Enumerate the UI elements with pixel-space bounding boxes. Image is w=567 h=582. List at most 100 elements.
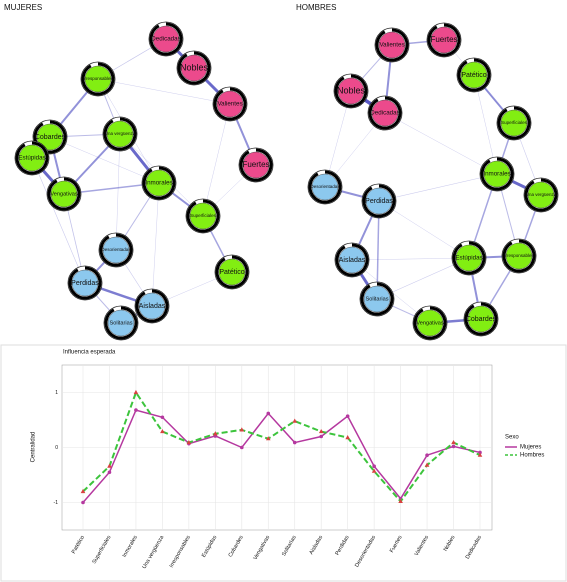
series-point	[292, 418, 298, 423]
node-arc	[239, 148, 273, 182]
node-arc	[215, 255, 249, 289]
series-line	[82, 390, 481, 503]
series-point	[478, 450, 482, 455]
node-label: Una vergüenza	[105, 131, 136, 136]
node-fill	[102, 236, 130, 264]
node-label: Solitarias	[109, 320, 132, 326]
node-label: Irresponsables	[504, 253, 534, 258]
node-fill	[36, 123, 64, 151]
x-tick-label: Estúpidas	[201, 535, 218, 559]
series-point	[81, 500, 85, 505]
network-node: Nobles	[176, 50, 212, 86]
legend-label: Hombres	[520, 453, 544, 459]
node-fill	[242, 151, 270, 179]
series-point	[345, 435, 350, 440]
network-node: Irresponsables	[80, 61, 116, 97]
node-fill	[189, 202, 217, 230]
network-node: Cobardes	[463, 301, 499, 337]
network-node: Perdidas	[361, 183, 397, 219]
node-label: Valientes	[217, 101, 242, 108]
series-point	[398, 498, 403, 503]
node-label: Estúpidas	[18, 155, 45, 162]
network-node: Aisladas	[334, 242, 370, 278]
series-point	[240, 445, 244, 450]
x-tick-label: Aisladas	[309, 535, 325, 556]
node-arc	[177, 51, 211, 85]
node-label: Irresponsables	[83, 76, 113, 81]
series-point	[186, 439, 192, 445]
node-label: Patético	[219, 269, 244, 276]
network-edge	[202, 103, 231, 217]
x-tick-label: Valientes	[414, 535, 430, 557]
series-point	[107, 463, 112, 468]
network-edge	[49, 136, 160, 184]
node-fill	[371, 99, 399, 127]
node-arc	[104, 306, 138, 340]
node-label: Dedicadas	[370, 110, 399, 117]
network-node: Aisladas	[134, 288, 170, 324]
y-tick-label: 1	[55, 390, 58, 396]
node-fill	[467, 305, 495, 333]
legend-label: Mujeres	[520, 445, 541, 451]
node-label: Perdidas	[71, 280, 99, 287]
node-label: Vengativas	[50, 191, 78, 197]
node-arc	[33, 120, 67, 154]
node-arc	[375, 28, 409, 62]
series-point	[239, 427, 245, 432]
node-label: Inmorales	[145, 180, 172, 187]
x-tick-label: Cobardes	[228, 535, 245, 559]
node-arc	[464, 302, 498, 336]
y-tick-label: 0	[55, 445, 58, 451]
node-fill	[363, 285, 391, 313]
series-point	[425, 453, 429, 458]
network-node: Dedicadas	[148, 21, 184, 57]
node-arc	[68, 266, 102, 300]
series-point	[133, 389, 139, 395]
node-arc	[99, 233, 133, 267]
x-tick-label: Perdidas	[335, 535, 351, 557]
x-tick-label: Solitarias	[281, 535, 298, 558]
network-node: Patético	[214, 254, 250, 290]
y-axis-title: Centralidad	[31, 432, 37, 463]
network-edge	[115, 133, 121, 251]
series-point	[371, 468, 377, 473]
node-fill	[152, 25, 180, 53]
node-label: Una vergüenza	[526, 192, 557, 197]
node-arc	[334, 74, 368, 108]
node-label: Superficiales	[190, 213, 217, 218]
node-fill	[416, 309, 444, 337]
series-point	[318, 428, 324, 434]
node-label: Aisladas	[339, 257, 366, 264]
node-label: Solitarias	[365, 296, 388, 302]
node-arc	[452, 241, 486, 275]
y-tick-label: -1	[54, 500, 59, 506]
node-arc	[135, 289, 169, 323]
series-point	[292, 440, 297, 445]
node-fill	[337, 77, 365, 105]
node-fill	[218, 258, 246, 286]
network-node: Inmorales	[141, 165, 177, 201]
network-edge	[97, 78, 231, 105]
node-label: Dedicadas	[151, 36, 180, 43]
series-point	[265, 436, 271, 441]
network-edge	[378, 173, 498, 202]
node-arc	[335, 243, 369, 277]
x-tick-label: Patético	[71, 535, 86, 555]
network-title: MUJERES	[4, 3, 42, 12]
network-node: Solitarias	[359, 281, 395, 317]
node-fill	[180, 54, 208, 82]
network-edge	[151, 182, 160, 307]
network-node: Dedicadas	[367, 95, 403, 131]
node-arc	[360, 282, 394, 316]
series-point	[319, 434, 324, 439]
node-label: Patético	[461, 72, 486, 79]
network-node: Desorientadas	[98, 232, 134, 268]
series-point	[134, 408, 138, 412]
network-node: Patético	[456, 57, 492, 93]
node-fill	[18, 144, 46, 172]
node-label: Nobles	[180, 62, 209, 72]
node-fill	[430, 26, 458, 54]
network-title: HOMBRES	[296, 3, 336, 12]
legend-title: Sexo	[505, 435, 519, 441]
